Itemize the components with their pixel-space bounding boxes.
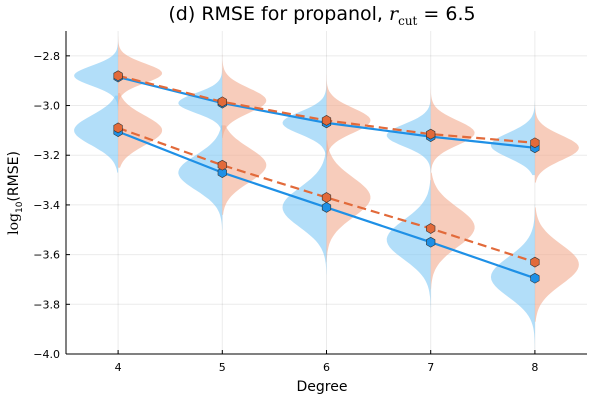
x-tick-label: 4 bbox=[115, 361, 122, 374]
violin-orange-x8-19 bbox=[534, 207, 579, 322]
y-label-log: log bbox=[6, 213, 22, 235]
violin-blue-x4-0 bbox=[74, 38, 119, 111]
x-tick-label: 6 bbox=[323, 361, 330, 374]
marker-orange-upper-x7 bbox=[426, 128, 436, 140]
x-tick-label: 8 bbox=[531, 361, 538, 374]
y-tick-label: −2.8 bbox=[33, 50, 60, 63]
y-tick-label: −4.0 bbox=[33, 348, 60, 361]
marker-orange-upper-x5 bbox=[217, 96, 227, 108]
y-tick-label: −3.4 bbox=[33, 199, 60, 212]
violin-blue-x6-9 bbox=[282, 150, 327, 275]
marker-blue-lower-x8 bbox=[530, 272, 540, 284]
y-axis-label: log10(RMSE) bbox=[6, 151, 25, 235]
marker-orange-upper-x6 bbox=[321, 115, 332, 126]
violin-orange-x5-6 bbox=[222, 53, 267, 138]
y-tick-label: −3.0 bbox=[33, 100, 60, 113]
x-axis-label: Degree bbox=[297, 379, 348, 395]
marker-blue-lower-x5 bbox=[217, 167, 227, 178]
marker-blue-lower-x7 bbox=[426, 236, 436, 248]
title-prefix: (d) RMSE for propanol, bbox=[168, 3, 389, 25]
violin-orange-x6-10 bbox=[326, 65, 371, 161]
violin-blue-x6-8 bbox=[282, 65, 327, 163]
y-tick-label: −3.8 bbox=[33, 298, 60, 311]
y-tick-label: −3.2 bbox=[33, 149, 60, 162]
violin-blue-x8-16 bbox=[490, 100, 535, 176]
series-markers bbox=[113, 70, 540, 284]
marker-orange-lower-x5 bbox=[217, 159, 227, 171]
violin-blue-x5-5 bbox=[178, 125, 223, 230]
marker-blue-lower-x6 bbox=[321, 202, 332, 213]
x-tick-label: 5 bbox=[219, 361, 226, 374]
marker-orange-lower-x7 bbox=[426, 223, 436, 234]
violin-orange-x4-3 bbox=[118, 93, 163, 168]
x-tick-label: 7 bbox=[427, 361, 434, 374]
tick-labels: 4 5 6 7 8 −4.0 −3.8 −3.6 −3.4 −3.2 −3.0 −2.8 bbox=[33, 50, 538, 374]
title-symbol: r bbox=[389, 3, 400, 25]
title-suffix: = 6.5 bbox=[417, 3, 475, 25]
title-subscript: cut bbox=[398, 14, 417, 28]
y-tick-label: −3.6 bbox=[33, 249, 60, 262]
marker-orange-lower-x4 bbox=[113, 122, 123, 134]
violin-blue-x8-17 bbox=[490, 204, 535, 350]
series-line-orange-lower bbox=[117, 126, 536, 264]
marker-orange-upper-x8 bbox=[530, 137, 540, 149]
violin-orange-x7-15 bbox=[430, 172, 475, 290]
chart-title: (d) RMSE for propanol, rcut = 6.5 bbox=[168, 3, 475, 28]
violin-blue-x4-1 bbox=[74, 95, 119, 173]
violins bbox=[74, 31, 579, 350]
axes bbox=[65, 31, 587, 355]
violin-orange-x4-2 bbox=[118, 31, 163, 106]
violin-orange-x5-7 bbox=[222, 125, 267, 215]
marker-orange-lower-x8 bbox=[530, 256, 540, 268]
marker-orange-lower-x6 bbox=[321, 192, 332, 203]
violin-orange-x6-11 bbox=[326, 140, 371, 263]
violin-blue-x5-4 bbox=[178, 68, 223, 138]
violin-orange-x7-14 bbox=[430, 50, 475, 173]
marker-orange-upper-x4 bbox=[113, 70, 123, 82]
violin-orange-x8-18 bbox=[534, 98, 579, 183]
y-label-rest: (RMSE) bbox=[6, 151, 22, 201]
y-label-base: 10 bbox=[15, 201, 25, 213]
violin-blue-x7-13 bbox=[386, 180, 431, 315]
